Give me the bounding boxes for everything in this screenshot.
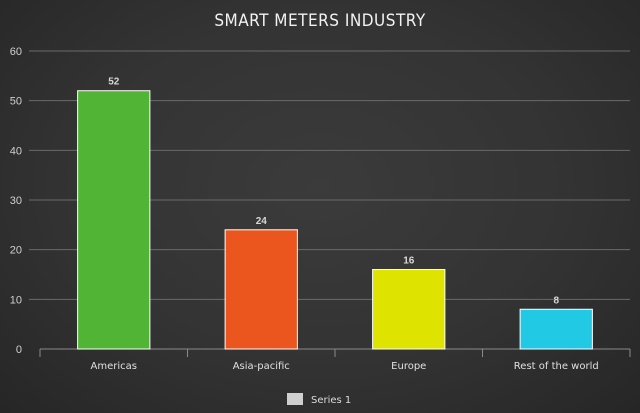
chart-title: SMART METERS INDUSTRY (214, 11, 426, 31)
x-tick-label: Rest of the world (514, 361, 599, 372)
data-label: 8 (553, 295, 559, 306)
legend-swatch[interactable] (287, 393, 303, 405)
y-tick-label: 60 (10, 46, 22, 58)
bar[interactable] (77, 90, 151, 350)
y-tick-label: 40 (10, 145, 22, 157)
legend-label[interactable]: Series 1 (311, 395, 351, 406)
labels: 0 10 20 30 40 50 60 52 Americas 24 Asia-pacific 16 E… (10, 46, 599, 372)
y-tick-label: 50 (10, 96, 22, 108)
y-tick-label: 30 (10, 195, 22, 207)
bars (77, 90, 593, 350)
x-tick-label: Asia-pacific (233, 361, 290, 372)
data-label: 52 (108, 77, 120, 88)
bar[interactable] (224, 229, 298, 350)
data-label: 24 (256, 216, 268, 227)
data-label: 16 (403, 256, 415, 267)
y-tick-label: 10 (10, 294, 22, 306)
axes (39, 348, 631, 357)
bar[interactable] (519, 308, 593, 350)
y-tick-label: 20 (10, 245, 22, 257)
x-tick-label: Americas (91, 361, 137, 372)
x-tick-label: Europe (391, 361, 426, 372)
legend[interactable]: Series 1 (287, 393, 351, 406)
bar[interactable] (372, 269, 446, 350)
y-tick-label: 0 (16, 344, 22, 356)
